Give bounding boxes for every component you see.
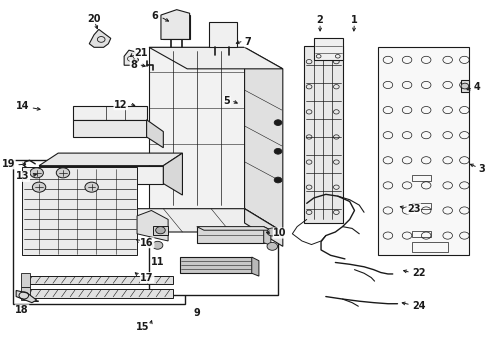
Circle shape: [266, 242, 277, 250]
Circle shape: [155, 226, 165, 234]
Text: 24: 24: [411, 301, 425, 311]
Text: 11: 11: [151, 257, 164, 267]
Text: 8: 8: [130, 60, 137, 70]
Polygon shape: [196, 226, 263, 243]
Text: 16: 16: [140, 238, 154, 248]
Polygon shape: [149, 47, 244, 209]
Polygon shape: [244, 209, 282, 246]
Text: 3: 3: [478, 164, 485, 174]
Text: 21: 21: [134, 48, 148, 58]
Polygon shape: [196, 226, 270, 230]
Polygon shape: [22, 289, 173, 298]
Text: 12: 12: [114, 100, 127, 110]
Polygon shape: [153, 226, 168, 234]
Text: 17: 17: [140, 273, 154, 283]
Polygon shape: [72, 107, 146, 120]
Polygon shape: [146, 120, 163, 148]
Polygon shape: [163, 153, 182, 195]
Circle shape: [266, 228, 277, 236]
Polygon shape: [163, 15, 189, 40]
Polygon shape: [80, 209, 244, 223]
Polygon shape: [89, 30, 111, 47]
Bar: [149, 217, 278, 296]
Polygon shape: [180, 257, 251, 273]
Text: 22: 22: [411, 268, 425, 278]
Polygon shape: [21, 273, 29, 287]
Text: 20: 20: [87, 14, 101, 24]
Circle shape: [32, 182, 46, 192]
Polygon shape: [39, 166, 163, 184]
Text: 18: 18: [15, 305, 29, 315]
Polygon shape: [244, 47, 282, 232]
Text: 13: 13: [16, 171, 29, 181]
Text: 15: 15: [135, 322, 149, 332]
Polygon shape: [263, 226, 270, 245]
Text: 5: 5: [223, 96, 230, 106]
Circle shape: [274, 120, 281, 126]
Text: 6: 6: [151, 11, 158, 21]
Text: 19: 19: [1, 159, 15, 169]
Polygon shape: [39, 153, 182, 166]
Polygon shape: [21, 287, 29, 301]
Polygon shape: [16, 291, 37, 303]
Circle shape: [152, 241, 163, 249]
Circle shape: [56, 168, 69, 178]
Text: 1: 1: [350, 15, 357, 26]
Text: 10: 10: [273, 228, 286, 238]
Text: 2: 2: [316, 15, 323, 26]
Circle shape: [274, 177, 281, 183]
Polygon shape: [72, 120, 146, 137]
Polygon shape: [251, 257, 258, 276]
Polygon shape: [22, 167, 137, 255]
Bar: [13, 160, 184, 304]
Polygon shape: [161, 10, 189, 40]
Text: 4: 4: [473, 82, 480, 92]
Text: 23: 23: [406, 204, 420, 214]
Polygon shape: [208, 22, 237, 47]
Polygon shape: [22, 276, 173, 284]
Circle shape: [85, 182, 98, 192]
Polygon shape: [313, 39, 342, 60]
Polygon shape: [124, 50, 138, 65]
Text: 14: 14: [16, 102, 29, 112]
Polygon shape: [378, 47, 468, 255]
Circle shape: [274, 148, 281, 154]
Circle shape: [460, 83, 468, 89]
Text: 7: 7: [244, 37, 251, 47]
Polygon shape: [80, 209, 282, 232]
Polygon shape: [304, 45, 342, 223]
Polygon shape: [149, 47, 282, 69]
Text: 9: 9: [193, 309, 200, 318]
Polygon shape: [137, 211, 168, 241]
Polygon shape: [460, 80, 468, 92]
Circle shape: [30, 168, 43, 178]
